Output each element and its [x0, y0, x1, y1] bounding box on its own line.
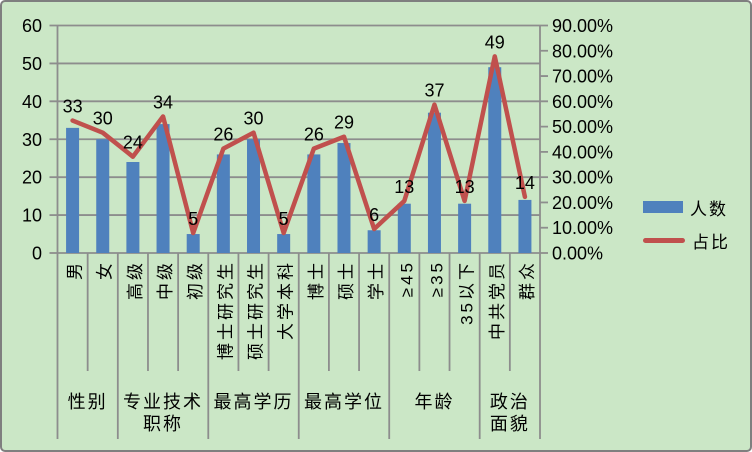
data-label: 37	[424, 81, 444, 101]
right-axis-tick-label: 0.00%	[552, 244, 603, 264]
data-label: 6	[369, 205, 379, 225]
category-label: 博士研究生	[216, 260, 235, 360]
right-axis-tick-label: 50.00%	[552, 117, 613, 137]
bar[interactable]	[186, 234, 200, 253]
right-axis-tick-label: 20.00%	[552, 193, 613, 213]
bar-series-swatch	[643, 201, 683, 213]
bar[interactable]	[427, 112, 441, 253]
legend-item-renshu[interactable]: 人数	[643, 195, 730, 219]
data-label: 26	[304, 125, 324, 145]
bar[interactable]	[126, 162, 140, 253]
legend-item-zhanbi[interactable]: 占比	[643, 228, 730, 252]
category-label: 初级	[186, 260, 205, 300]
category-group-label: 最高学位	[304, 392, 384, 412]
category-label: ≥35	[427, 260, 446, 297]
right-axis-tick-label: 80.00%	[552, 41, 613, 61]
category-group-label: 最高学历	[214, 392, 294, 412]
category-label: 女	[96, 260, 115, 280]
legend: 人数 占比	[643, 195, 730, 252]
left-axis-tick-label: 30	[22, 130, 42, 150]
category-label: 群众	[518, 260, 537, 300]
bar[interactable]	[367, 230, 381, 253]
right-axis-tick-label: 60.00%	[552, 92, 613, 112]
right-axis-tick-label: 70.00%	[552, 67, 613, 87]
left-axis-tick-label: 60	[22, 16, 42, 36]
legend-label: 人数	[690, 199, 728, 219]
right-axis-tick-label: 90.00%	[552, 16, 613, 36]
category-label: 大学本科	[277, 260, 296, 340]
left-axis-tick-label: 50	[22, 54, 42, 74]
left-axis-tick-label: 10	[22, 206, 42, 226]
category-label: 博士	[307, 260, 326, 300]
right-axis-tick-label: 10.00%	[552, 218, 613, 238]
bar[interactable]	[307, 154, 321, 253]
bar[interactable]	[458, 203, 472, 253]
left-axis-tick-label: 40	[22, 92, 42, 112]
bar[interactable]	[66, 127, 80, 253]
data-label: 13	[394, 177, 414, 197]
data-label: 26	[213, 125, 233, 145]
bar[interactable]	[96, 139, 110, 253]
category-label: 35以下	[458, 260, 477, 325]
category-group-label: 职称	[143, 414, 183, 434]
left-axis-tick-label: 0	[32, 244, 42, 264]
category-group-label: 面貌	[490, 414, 530, 434]
left-axis-tick-label: 20	[22, 168, 42, 188]
category-label: 男	[66, 260, 85, 280]
category-group-label: 专业技术	[123, 392, 203, 412]
right-axis-tick-label: 40.00%	[552, 142, 613, 162]
right-axis-tick-label: 30.00%	[552, 168, 613, 188]
bar[interactable]	[156, 124, 170, 253]
bar[interactable]	[247, 139, 261, 253]
data-label: 5	[279, 209, 289, 229]
data-label: 13	[455, 177, 475, 197]
bar[interactable]	[397, 203, 411, 253]
trend-line[interactable]	[70, 54, 528, 236]
data-label: 29	[334, 113, 354, 133]
category-label: 硕士研究生	[247, 260, 266, 360]
bar[interactable]	[216, 154, 230, 253]
data-label: 14	[515, 173, 535, 193]
category-group-label: 年龄	[414, 392, 454, 412]
category-label: 中共党员	[488, 260, 507, 340]
bar[interactable]	[488, 67, 502, 253]
category-label: 中级	[156, 260, 175, 300]
bar[interactable]	[518, 199, 532, 253]
data-label: 30	[93, 109, 113, 129]
data-label: 34	[153, 93, 173, 113]
category-label: 高级	[126, 260, 145, 300]
category-group-label: 政治	[490, 392, 530, 412]
bar[interactable]	[277, 234, 291, 253]
category-group-label: 性别	[68, 392, 108, 412]
bar[interactable]	[337, 143, 351, 253]
data-label: 24	[123, 133, 143, 153]
data-label: 33	[63, 97, 83, 117]
data-label: 5	[188, 209, 198, 229]
category-label: ≥45	[397, 260, 416, 297]
data-label: 49	[485, 32, 505, 52]
data-label: 30	[244, 109, 264, 129]
legend-label: 占比	[692, 232, 730, 252]
category-label: 硕士	[337, 260, 356, 300]
category-label: 学士	[367, 260, 386, 300]
line-series-swatch	[643, 237, 685, 243]
